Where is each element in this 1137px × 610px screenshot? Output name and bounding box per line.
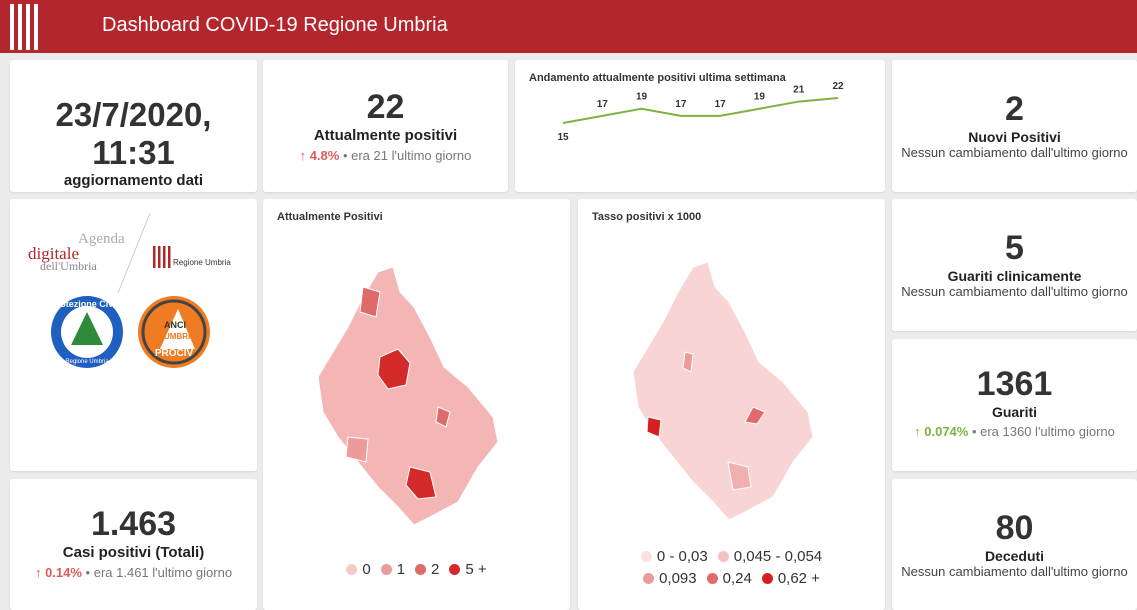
label: Guariti clinicamente: [947, 268, 1082, 284]
data-label: 19: [636, 92, 648, 103]
label: Guariti: [991, 404, 1038, 420]
legend: 0 1 2 5 +: [263, 561, 570, 578]
legend-swatch: [449, 564, 461, 575]
value: 80: [995, 509, 1034, 547]
map-current-card: Attualmente Positivi 0 1 2 5 +: [263, 199, 570, 610]
trend-card: Andamento attualmente positivi ultima se…: [515, 60, 885, 192]
legend-item: 0: [346, 561, 371, 578]
change-note: era 21 l'ultimo giorno: [351, 148, 472, 163]
value: 1.463: [90, 505, 177, 543]
legend-label: 1: [396, 561, 406, 578]
agenda-1: Agenda: [78, 231, 125, 247]
change-note: era 1.461 l'ultimo giorno: [93, 565, 233, 580]
note: Nessun cambiamento dall'ultimo giorno: [901, 145, 1128, 160]
legend-label: 0: [362, 561, 371, 578]
change-note: era 1360 l'ultimo giorno: [980, 424, 1115, 439]
new-positives-card: 2 Nuovi Positivi Nessun cambiamento dall…: [892, 60, 1137, 192]
header: Dashboard COVID-19 Regione Umbria: [0, 0, 1137, 53]
legend-item: 5 +: [449, 561, 487, 578]
anci-3: PROCIV: [155, 348, 194, 359]
deaths-card: 80 Deceduti Nessun cambiamento dall'ulti…: [892, 479, 1137, 610]
data-label: 17: [597, 99, 609, 110]
legend-item: 0,62 +: [761, 568, 820, 590]
current-positives-card: 22 Attualmente positivi ↑ 4.8% • era 21 …: [263, 60, 508, 192]
healed-clinically-card: 5 Guariti clinicamente Nessun cambiament…: [892, 199, 1137, 331]
map-title: Tasso positivi x 1000: [592, 211, 702, 223]
anci-1: ANCI: [164, 320, 186, 330]
pc-1: Protezione Civile: [51, 299, 124, 309]
data-label: 15: [557, 132, 569, 143]
legend: 0 - 0,03 0,045 - 0,054 0,093 0,24 0,62 +: [578, 546, 885, 590]
value: 22: [366, 88, 405, 126]
change: ↑ 4.8% • era 21 l'ultimo giorno: [299, 148, 472, 163]
label: aggiornamento dati: [63, 172, 204, 189]
logo: [10, 4, 38, 50]
data-label: 17: [675, 99, 687, 110]
legend-swatch: [706, 573, 718, 584]
logos: Agenda digitale dell'Umbria Regione Umbr…: [28, 212, 231, 368]
legend-swatch: [640, 551, 652, 562]
agenda-2: digitale: [28, 244, 79, 263]
data-label: 21: [793, 85, 805, 96]
legend-label: 5 +: [465, 561, 487, 578]
legend-item: 0,093: [643, 568, 697, 590]
change-pct: 0.14%: [45, 565, 82, 580]
legend-swatch: [380, 564, 392, 575]
change-pct: 4.8%: [309, 148, 340, 163]
update-card: 23/7/2020, 11:31 aggiornamento dati: [10, 60, 257, 192]
note: Nessun cambiamento dall'ultimo giorno: [901, 564, 1128, 579]
legend-item: 2: [415, 561, 439, 578]
change: ↑ 0.074% • era 1360 l'ultimo giorno: [914, 424, 1115, 439]
legend-item: 1: [380, 561, 406, 578]
legend-item: 0 - 0,03: [640, 546, 708, 568]
label: Attualmente positivi: [313, 127, 458, 144]
trend-line: [562, 97, 839, 124]
region-logo: Regione Umbria: [173, 258, 231, 267]
data-label: 19: [754, 92, 766, 103]
value: 2: [1005, 90, 1024, 128]
value: 5: [1005, 229, 1024, 267]
label: Deceduti: [984, 548, 1045, 564]
legend-swatch: [346, 564, 358, 575]
label: Casi positivi (Totali): [62, 544, 205, 561]
legend-swatch: [643, 573, 655, 584]
healed-card: 1361 Guariti ↑ 0.074% • era 1360 l'ultim…: [892, 339, 1137, 471]
agenda-3: dell'Umbria: [40, 259, 97, 273]
header-title: Dashboard COVID-19 Regione Umbria: [102, 14, 448, 36]
legend-label: 0,24: [722, 570, 752, 587]
legend-label: 0,045 - 0,054: [733, 548, 823, 565]
legend-label: 0 - 0,03: [656, 548, 708, 565]
legend-swatch: [761, 573, 773, 584]
sparkline: 15 17 19 17 17 19 21 22: [557, 81, 844, 143]
map: [317, 266, 499, 526]
legend-item: 0,24: [706, 568, 752, 590]
legend-item: 0,045 - 0,054: [717, 546, 823, 568]
anci-2: UMBRIA: [164, 332, 196, 341]
trend-title: Andamento attualmente positivi ultima se…: [529, 72, 786, 84]
logos-card: Agenda digitale dell'Umbria Regione Umbr…: [10, 199, 257, 471]
legend-label: 0,093: [659, 570, 697, 587]
map-title: Attualmente Positivi: [277, 211, 383, 223]
legend-label: 0,62 +: [777, 570, 820, 587]
legend-label: 2: [431, 561, 440, 578]
total-cases-card: 1.463 Casi positivi (Totali) ↑ 0.14% • e…: [10, 479, 257, 610]
note: Nessun cambiamento dall'ultimo giorno: [901, 284, 1128, 299]
change-pct: 0.074%: [924, 424, 969, 439]
map: [632, 261, 814, 521]
pc-2: Regione Umbria: [65, 359, 109, 365]
label: Nuovi Positivi: [968, 129, 1061, 145]
data-label: 17: [715, 99, 727, 110]
change: ↑ 0.14% • era 1.461 l'ultimo giorno: [34, 565, 233, 580]
legend-swatch: [415, 564, 427, 575]
legend-swatch: [717, 551, 729, 562]
datetime: 23/7/2020, 11:31: [55, 96, 212, 171]
map-rate-card: Tasso positivi x 1000 0 - 0,03 0,045 - 0,…: [578, 199, 885, 610]
data-label: 22: [832, 81, 844, 92]
value: 1361: [976, 365, 1053, 403]
